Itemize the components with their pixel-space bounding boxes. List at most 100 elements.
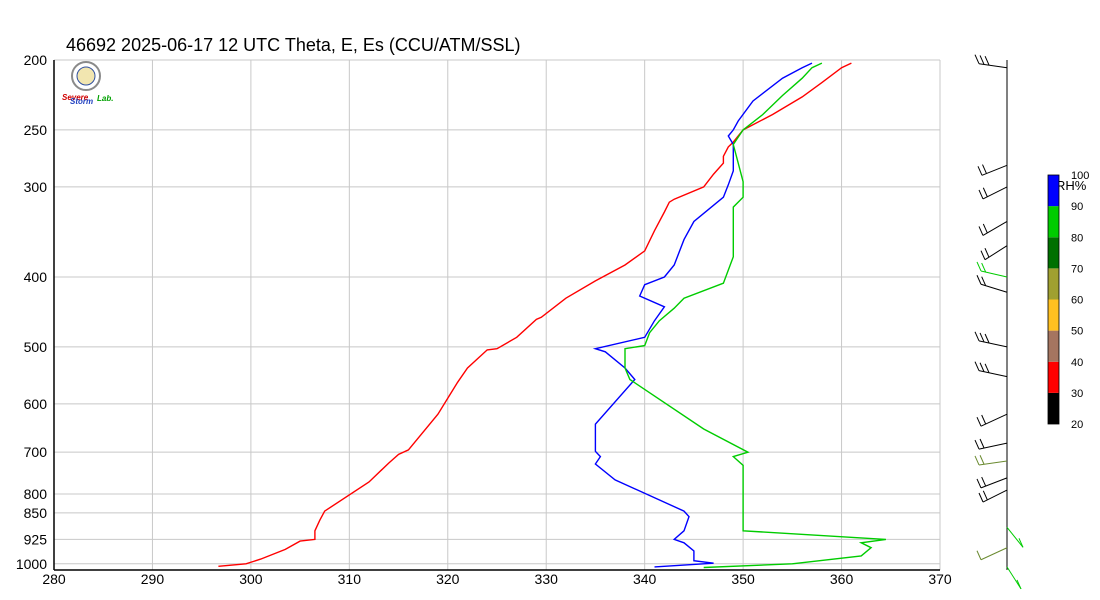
- chart-title: 46692 2025-06-17 12 UTC Theta, E, Es (CC…: [66, 35, 521, 55]
- wind-barb-staff: [984, 245, 1008, 261]
- colorbar-tick-label: 20: [1071, 419, 1083, 431]
- series-line-0: [218, 62, 852, 567]
- logo-text: Severe: [62, 93, 89, 102]
- x-tick-label: 340: [633, 571, 657, 587]
- wind-barbs: [974, 54, 1024, 590]
- colorbar-tick-label: 70: [1071, 263, 1083, 275]
- wind-barb-staff: [978, 63, 1008, 69]
- wind-barb-staff: [980, 547, 1008, 561]
- wind-barb-flag: [1018, 538, 1024, 548]
- wind-barb-flag: [979, 455, 985, 465]
- x-tick-label: 360: [830, 571, 854, 587]
- wind-barb-flag: [976, 275, 982, 285]
- colorbar-segment: [1048, 268, 1059, 300]
- wind-barb-flag: [974, 331, 980, 342]
- y-tick-label: 850: [24, 505, 48, 521]
- wind-barb-flag: [974, 455, 980, 466]
- x-tick-label: 300: [239, 571, 263, 587]
- series-line-1: [592, 62, 813, 568]
- wind-barb-staff: [982, 186, 1008, 200]
- colorbar-tick-label: 60: [1071, 295, 1083, 307]
- wind-barb-flag: [978, 226, 984, 236]
- x-tick-label: 320: [436, 571, 460, 587]
- wind-barb-flag: [976, 478, 982, 489]
- wind-barb-flag: [979, 332, 985, 343]
- wind-barb-staff: [978, 370, 1008, 378]
- wind-barb-flag: [979, 362, 985, 372]
- wind-barb-flag: [976, 416, 982, 427]
- x-tick-label: 290: [141, 571, 165, 587]
- wind-barb-flag: [978, 492, 984, 503]
- wind-barb-flag: [982, 490, 988, 501]
- wind-barb-staff: [982, 489, 1008, 503]
- colorbar-segment: [1048, 175, 1059, 207]
- axes: 280 290 300 310 320 330 340 350 360 370 200 250 300 4…: [16, 52, 952, 587]
- y-tick-label: 925: [24, 531, 48, 547]
- wind-barb-flag: [976, 261, 982, 272]
- wind-barb-flag: [979, 55, 985, 65]
- wind-barb-staff: [978, 340, 1008, 348]
- colorbar-tick-label: 40: [1071, 357, 1083, 369]
- y-tick-label: 250: [24, 122, 48, 138]
- wind-barb-flag: [1016, 579, 1022, 590]
- wind-barb-staff: [980, 477, 1008, 489]
- wind-barb-flag: [984, 248, 990, 258]
- x-tick-label: 310: [338, 571, 362, 587]
- wind-barb-flag: [981, 262, 987, 273]
- y-tick-label: 500: [24, 339, 48, 355]
- y-tick-label: 600: [24, 396, 48, 412]
- wind-barb-flag: [979, 438, 985, 449]
- series-line-2: [624, 62, 886, 569]
- colorbar-segment: [1048, 330, 1059, 362]
- x-tick-label: 280: [42, 571, 66, 587]
- wind-barb-staff: [982, 221, 1008, 236]
- wind-barb-flag: [982, 164, 987, 174]
- colorbar-tick-label: 30: [1071, 388, 1083, 400]
- wind-barb-flag: [974, 361, 980, 371]
- wind-barb-staff: [980, 270, 1008, 278]
- wind-barb-flag: [974, 439, 980, 450]
- x-tick-label: 330: [535, 571, 559, 587]
- colorbar-tick-label: 100: [1071, 170, 1089, 182]
- colorbar-segment: [1048, 206, 1059, 238]
- y-tick-label: 700: [24, 444, 48, 460]
- wind-barb-staff: [980, 283, 1008, 293]
- x-tick-label: 350: [731, 571, 755, 587]
- wind-barb-flag: [982, 187, 988, 197]
- wind-barb-staff: [1006, 566, 1022, 590]
- rh-colorbar: 20 30 40 50 60 70 80 90 100: [1047, 170, 1089, 431]
- logo-text: Storm: [70, 97, 93, 106]
- colorbar-segment: [1048, 361, 1059, 393]
- y-tick-label: 200: [24, 52, 48, 68]
- colorbar-tick-label: 80: [1071, 232, 1083, 244]
- logo-seal-inner: [76, 66, 96, 86]
- wind-barb-flag: [981, 276, 987, 286]
- colorbar-segment: [1048, 392, 1059, 424]
- y-tick-label: 800: [24, 486, 48, 502]
- colorbar-label: RH%: [1056, 178, 1087, 193]
- wind-barb-flag: [976, 550, 982, 560]
- grid: [53, 59, 941, 570]
- wind-barb-flag: [982, 223, 988, 234]
- logo-text: Lab.: [97, 94, 113, 103]
- wind-barb-flag: [981, 476, 987, 487]
- y-tick-label: 400: [24, 269, 48, 285]
- wind-barb-flag: [984, 55, 990, 66]
- wind-barb-flag: [977, 166, 983, 176]
- colorbar-tick-label: 90: [1071, 201, 1083, 213]
- y-tick-label: 1000: [16, 556, 47, 572]
- wind-barb-flag: [980, 250, 986, 260]
- wind-barb-flag: [984, 333, 990, 344]
- wind-barb-staff: [980, 413, 1008, 427]
- colorbar-segment: [1048, 299, 1059, 331]
- series-group: [218, 62, 886, 569]
- wind-barb-staff: [1006, 527, 1024, 548]
- y-tick-label: 300: [24, 179, 48, 195]
- wind-barb-flag: [974, 54, 980, 64]
- wind-barb-flag: [984, 363, 990, 374]
- wind-barb-flag: [978, 189, 984, 200]
- colorbar-frame: [1047, 174, 1060, 425]
- wind-barb-staff: [981, 164, 1008, 176]
